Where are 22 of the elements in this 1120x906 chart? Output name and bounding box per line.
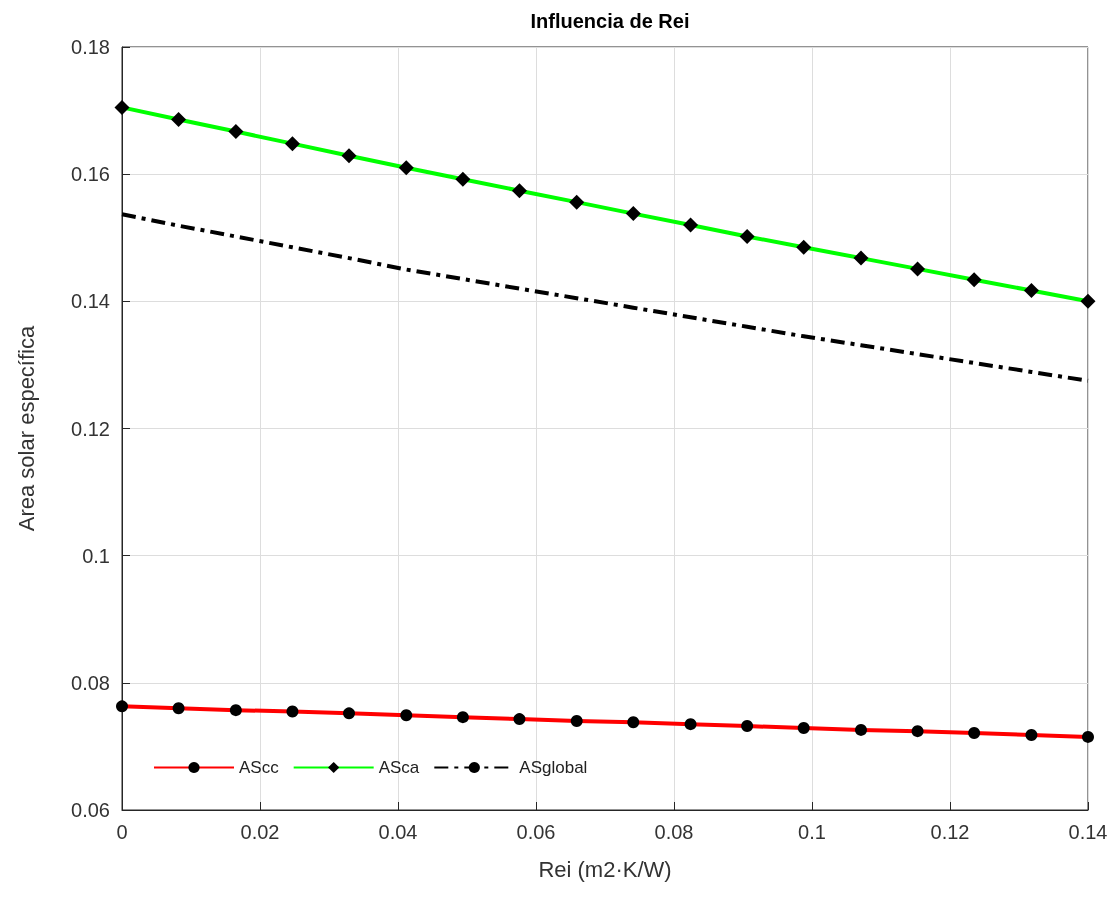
y-tick-label: 0.08 (71, 671, 110, 694)
y-tick-label: 0.18 (71, 36, 110, 58)
chart-title: Influencia de Rei (530, 10, 690, 32)
y-tick-label: 0.14 (71, 290, 110, 313)
x-tick-label: 0.08 (654, 821, 694, 843)
y-axis-title: Area solar específica (13, 325, 39, 532)
y-tick-label: 0.06 (71, 799, 110, 821)
x-tick-label: 0.1 (798, 821, 826, 843)
x-tick-label: 0 (116, 821, 128, 843)
legend-label: AScc (239, 758, 280, 777)
x-tick-label: 0.06 (516, 821, 556, 843)
x-tick-label: 0.14 (1068, 821, 1108, 843)
y-tick-label: 0.1 (82, 544, 110, 567)
x-axis-title: Rei (m2·K/W) (538, 856, 672, 882)
legend-label: ASglobal (519, 758, 588, 777)
y-tick-label: 0.16 (71, 163, 110, 186)
x-tick-label: 0.04 (378, 821, 418, 843)
x-tick-label: 0.12 (930, 821, 970, 843)
line-series (120, 212, 1090, 383)
legend-label: ASca (378, 758, 420, 777)
x-tick-label: 0.02 (240, 821, 280, 843)
y-tick-label: 0.12 (71, 417, 110, 440)
